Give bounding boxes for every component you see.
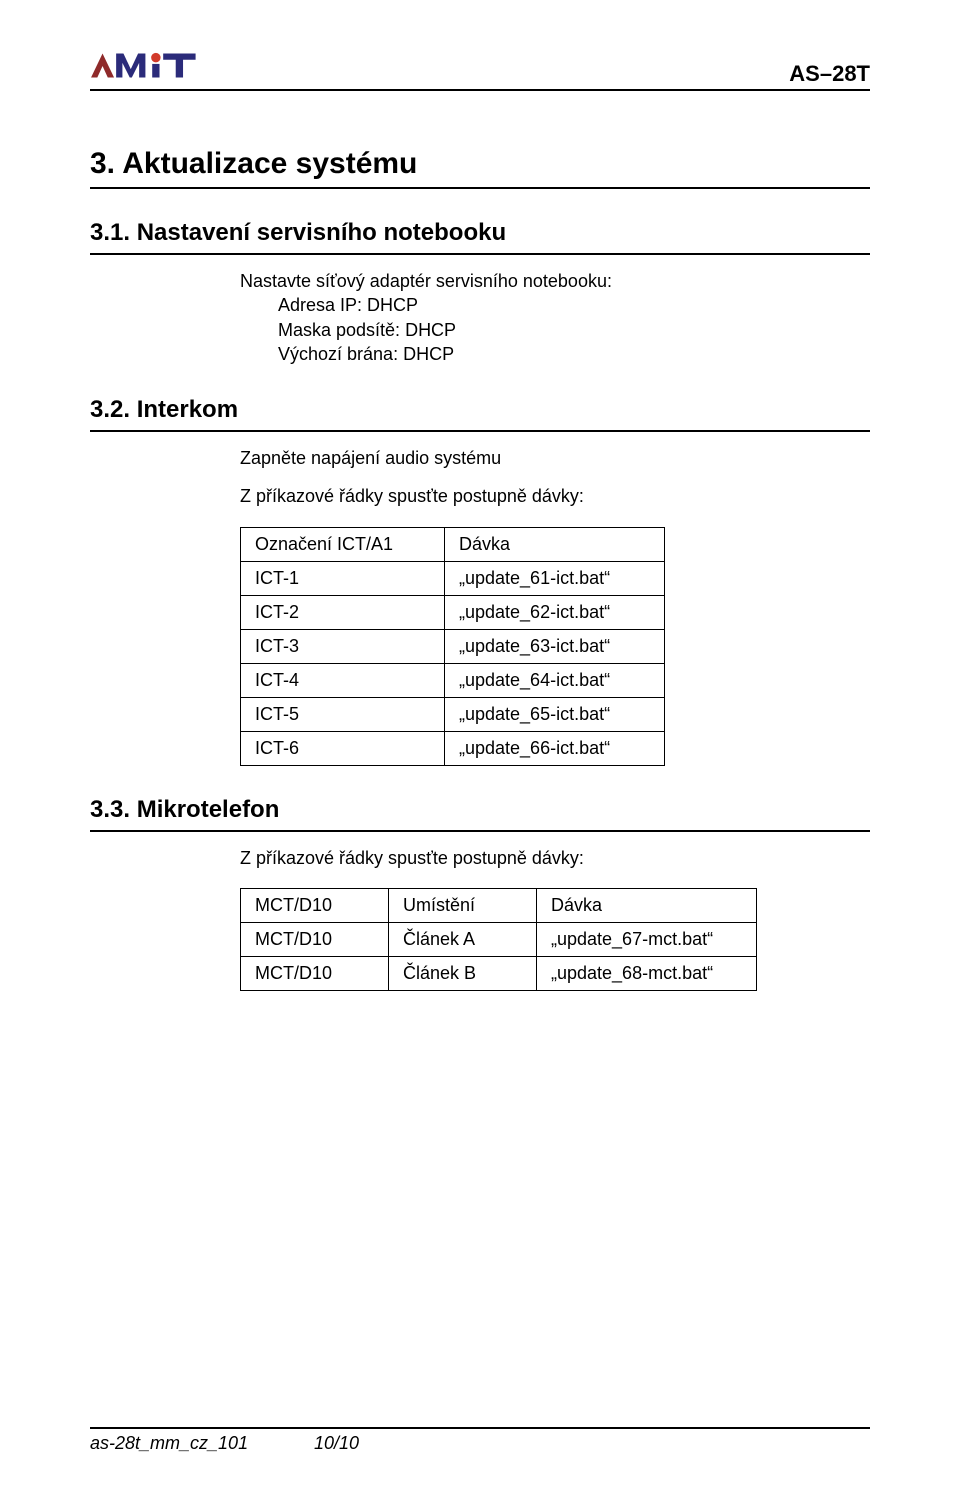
table-header-cell: Označení ICT/A1	[241, 527, 445, 561]
table-row: MCT/D10Článek A„update_67-mct.bat“	[241, 923, 757, 957]
table-header-row: Označení ICT/A1 Dávka	[241, 527, 665, 561]
heading-3-2: 3.2. Interkom	[90, 396, 870, 432]
table-cell: „update_64-ict.bat“	[445, 663, 665, 697]
table-row: ICT-3„update_63-ict.bat“	[241, 629, 665, 663]
table-row: ICT-6„update_66-ict.bat“	[241, 731, 665, 765]
text-line: Maska podsítě: DHCP	[278, 318, 870, 342]
table-header-cell: Umístění	[389, 889, 537, 923]
table-row: ICT-5„update_65-ict.bat“	[241, 697, 665, 731]
table-row: MCT/D10Článek B„update_68-mct.bat“	[241, 957, 757, 991]
table-header-cell: Dávka	[445, 527, 665, 561]
table-header-cell: Dávka	[537, 889, 757, 923]
table-header-cell: MCT/D10	[241, 889, 389, 923]
table-cell: „update_61-ict.bat“	[445, 561, 665, 595]
table-cell: „update_65-ict.bat“	[445, 697, 665, 731]
footer-page-number: 10/10	[314, 1433, 359, 1454]
section-3-3-body: Z příkazové řádky spusťte postupně dávky…	[240, 846, 870, 870]
table-cell: „update_66-ict.bat“	[445, 731, 665, 765]
page-footer: as-28t_mm_cz_101 10/10	[90, 1427, 870, 1454]
text-line: Výchozí brána: DHCP	[278, 342, 870, 366]
table-row: ICT-4„update_64-ict.bat“	[241, 663, 665, 697]
table-cell: Článek A	[389, 923, 537, 957]
heading-3-1: 3.1. Nastavení servisního notebooku	[90, 219, 870, 255]
mct-table: MCT/D10 Umístění Dávka MCT/D10Článek A„u…	[240, 888, 757, 991]
heading-1: 3. Aktualizace systému	[90, 147, 870, 189]
text-line: Z příkazové řádky spusťte postupně dávky…	[240, 484, 870, 508]
table-header-row: MCT/D10 Umístění Dávka	[241, 889, 757, 923]
table-row: ICT-2„update_62-ict.bat“	[241, 595, 665, 629]
table-cell: „update_67-mct.bat“	[537, 923, 757, 957]
table-cell: ICT-6	[241, 731, 445, 765]
table-cell: ICT-3	[241, 629, 445, 663]
table-cell: ICT-2	[241, 595, 445, 629]
heading-3-3: 3.3. Mikrotelefon	[90, 796, 870, 832]
table-cell: „update_68-mct.bat“	[537, 957, 757, 991]
text-line: Zapněte napájení audio systému	[240, 446, 870, 470]
doc-code: AS–28T	[789, 61, 870, 87]
text-line: Adresa IP: DHCP	[278, 293, 870, 317]
text-line: Nastavte síťový adaptér servisního noteb…	[240, 269, 870, 293]
table-cell: ICT-1	[241, 561, 445, 595]
logo	[90, 50, 205, 87]
table-cell: MCT/D10	[241, 923, 389, 957]
ict-table: Označení ICT/A1 Dávka ICT-1„update_61-ic…	[240, 527, 665, 766]
section-3-1-body: Nastavte síťový adaptér servisního noteb…	[240, 269, 870, 366]
table-cell: ICT-4	[241, 663, 445, 697]
table-cell: „update_63-ict.bat“	[445, 629, 665, 663]
table-row: ICT-1„update_61-ict.bat“	[241, 561, 665, 595]
page-header: AS–28T	[90, 50, 870, 91]
table-cell: „update_62-ict.bat“	[445, 595, 665, 629]
table-cell: Článek B	[389, 957, 537, 991]
amit-logo-svg	[90, 50, 205, 82]
table-cell: ICT-5	[241, 697, 445, 731]
footer-doc-id: as-28t_mm_cz_101	[90, 1433, 314, 1454]
table-cell: MCT/D10	[241, 957, 389, 991]
section-3-2-body: Zapněte napájení audio systému Z příkazo…	[240, 446, 870, 509]
text-line: Z příkazové řádky spusťte postupně dávky…	[240, 846, 870, 870]
